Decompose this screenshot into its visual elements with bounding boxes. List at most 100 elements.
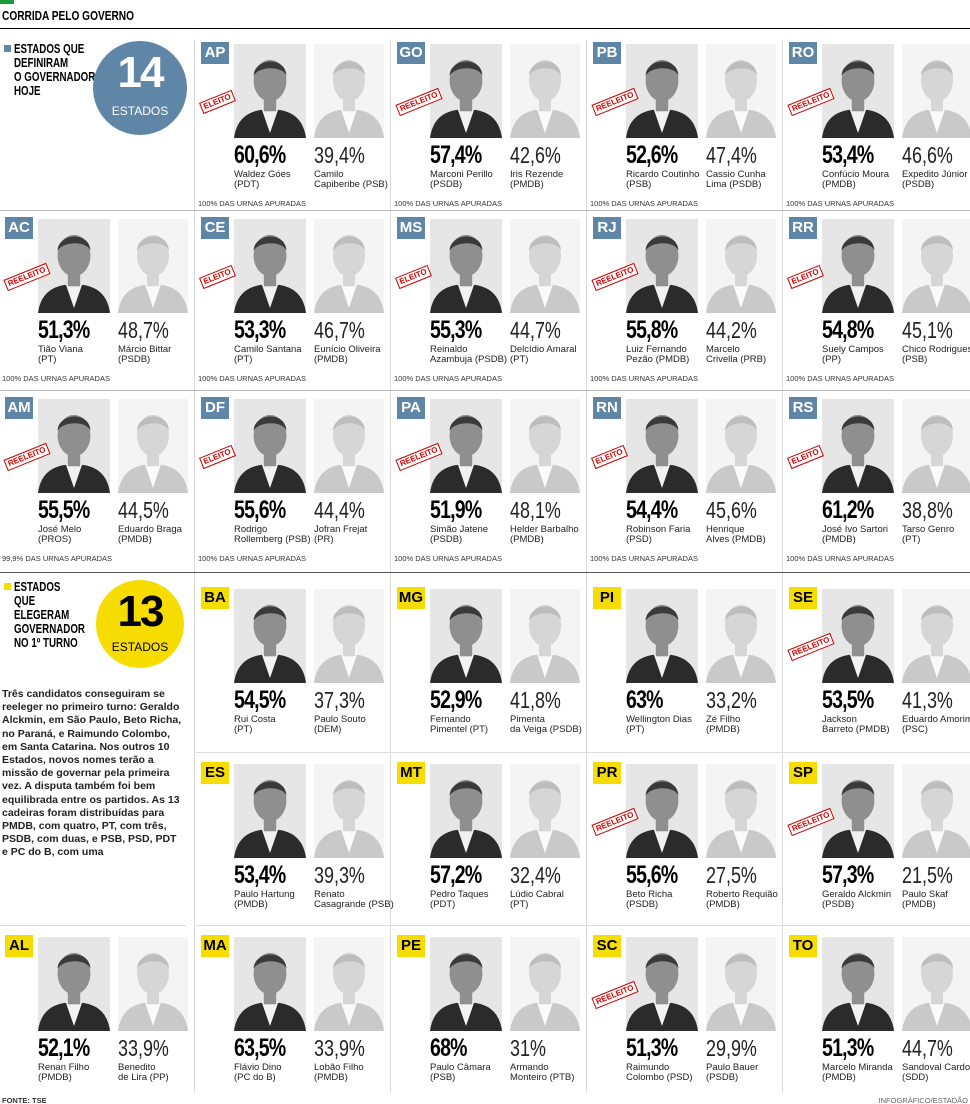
portrait	[626, 59, 698, 138]
portrait	[706, 952, 776, 1031]
runner-up-percent: 41,8%	[510, 687, 561, 713]
section-divider	[0, 572, 970, 573]
candidate-name: Simão Jatene	[430, 524, 489, 535]
column-divider	[390, 40, 391, 1092]
candidate-name: Jofran Frejat	[314, 524, 368, 535]
candidate-name: (PSB)	[626, 179, 652, 190]
portrait	[234, 779, 306, 858]
section-label: ESTADOS QUE	[14, 42, 85, 56]
photo	[902, 219, 970, 313]
candidate-name: Pezão (PMDB)	[626, 354, 690, 365]
candidate-name: Barreto (PMDB)	[822, 724, 890, 735]
state-code: PR	[593, 762, 621, 784]
photo	[314, 44, 384, 138]
photo	[510, 399, 580, 493]
state-code: BA	[201, 587, 229, 609]
elected-tag: ELEITO	[591, 444, 628, 470]
photo	[314, 589, 384, 683]
portrait	[314, 234, 384, 313]
candidate-name: Pimentel (PT)	[430, 724, 489, 735]
photo	[510, 44, 580, 138]
candidate-name: Marcelo Miranda	[822, 1062, 893, 1073]
candidate-name: Cassio Cunha	[706, 169, 766, 180]
candidate-name: Paulo Skaf	[902, 889, 948, 900]
winner-percent: 52,6%	[626, 141, 678, 169]
count-note: 100% DAS URNAS APURADAS	[590, 374, 698, 383]
state-code: SP	[789, 762, 817, 784]
photo	[430, 589, 502, 683]
photo	[822, 219, 894, 313]
state-code: RS	[789, 397, 817, 419]
candidate-name: (DEM)	[314, 724, 342, 735]
runner-up-percent: 46,6%	[902, 142, 953, 168]
runner-up-percent: 38,8%	[902, 497, 953, 523]
winner-percent: 52,9%	[430, 686, 482, 714]
portrait	[234, 604, 306, 683]
portrait	[902, 234, 970, 313]
photo	[706, 219, 776, 313]
photo	[234, 589, 306, 683]
portrait	[822, 414, 894, 493]
candidate-name: (PSDB)	[822, 899, 855, 910]
section-label: GOVERNADOR	[14, 622, 85, 636]
count-note: 99,9% DAS URNAS APURADAS	[2, 554, 113, 563]
runner-up-percent: 48,7%	[118, 317, 169, 343]
winner-percent: 55,3%	[430, 316, 482, 344]
legend-marker	[4, 45, 11, 52]
photo	[902, 399, 970, 493]
candidate-name: José Ivo Sartori	[822, 524, 888, 535]
count-note: 100% DAS URNAS APURADAS	[394, 374, 502, 383]
source: FONTE: TSE	[2, 1096, 47, 1104]
state-code: PI	[593, 587, 621, 609]
candidate-name: (PSDB)	[626, 899, 659, 910]
section-label: NO 1º TURNO	[14, 636, 78, 650]
photo	[626, 589, 698, 683]
runner-up-percent: 44,7%	[902, 1035, 953, 1061]
portrait	[626, 952, 698, 1031]
candidate-name: Wellington Dias	[626, 714, 692, 725]
winner-percent: 52,1%	[38, 1034, 90, 1062]
candidate-name: (PT)	[38, 354, 57, 365]
candidate-name: Paulo Câmara	[430, 1062, 491, 1073]
portrait	[510, 779, 580, 858]
runner-up-percent: 33,9%	[314, 1035, 365, 1061]
portrait	[38, 234, 110, 313]
photo	[706, 44, 776, 138]
candidate-name: Ricardo Coutinho	[626, 169, 700, 180]
portrait	[314, 604, 384, 683]
section-label: HOJE	[14, 84, 41, 98]
title-rule	[0, 28, 970, 29]
photo	[430, 44, 502, 138]
state-code: PB	[593, 42, 621, 64]
portrait	[706, 234, 776, 313]
candidate-name: Flávio Dino	[234, 1062, 282, 1073]
runner-up-percent: 47,4%	[706, 142, 757, 168]
row-divider	[0, 210, 970, 211]
count-circle	[93, 41, 187, 135]
candidate-name: Eduardo Braga	[118, 524, 182, 535]
candidate-name: Sandoval Cardoso	[902, 1062, 970, 1073]
photo	[234, 937, 306, 1031]
count-note: 100% DAS URNAS APURADAS	[2, 374, 110, 383]
candidate-name: José Melo	[38, 524, 82, 535]
candidate-name: (PMDB)	[706, 899, 740, 910]
summary-text: Três candidatos conseguiram se reeleger …	[2, 688, 182, 859]
winner-percent: 53,3%	[234, 316, 286, 344]
portrait	[626, 604, 698, 683]
photo	[510, 589, 580, 683]
state-code: GO	[397, 42, 425, 64]
elected-tag: ELEITO	[787, 264, 824, 290]
portrait	[38, 952, 110, 1031]
candidate-name: Geraldo Alckmin	[822, 889, 892, 900]
runner-up-percent: 44,4%	[314, 497, 365, 523]
candidate-name: Camilo	[314, 169, 344, 180]
candidate-name: (PMDB)	[314, 1072, 348, 1083]
candidate-name: (PMDB)	[118, 534, 152, 545]
portrait	[118, 414, 188, 493]
state-code: MS	[397, 217, 425, 239]
state-code: AC	[5, 217, 33, 239]
portrait	[822, 604, 894, 683]
section-label: ESTADOS	[14, 580, 61, 594]
portrait	[430, 779, 502, 858]
photo	[822, 44, 894, 138]
